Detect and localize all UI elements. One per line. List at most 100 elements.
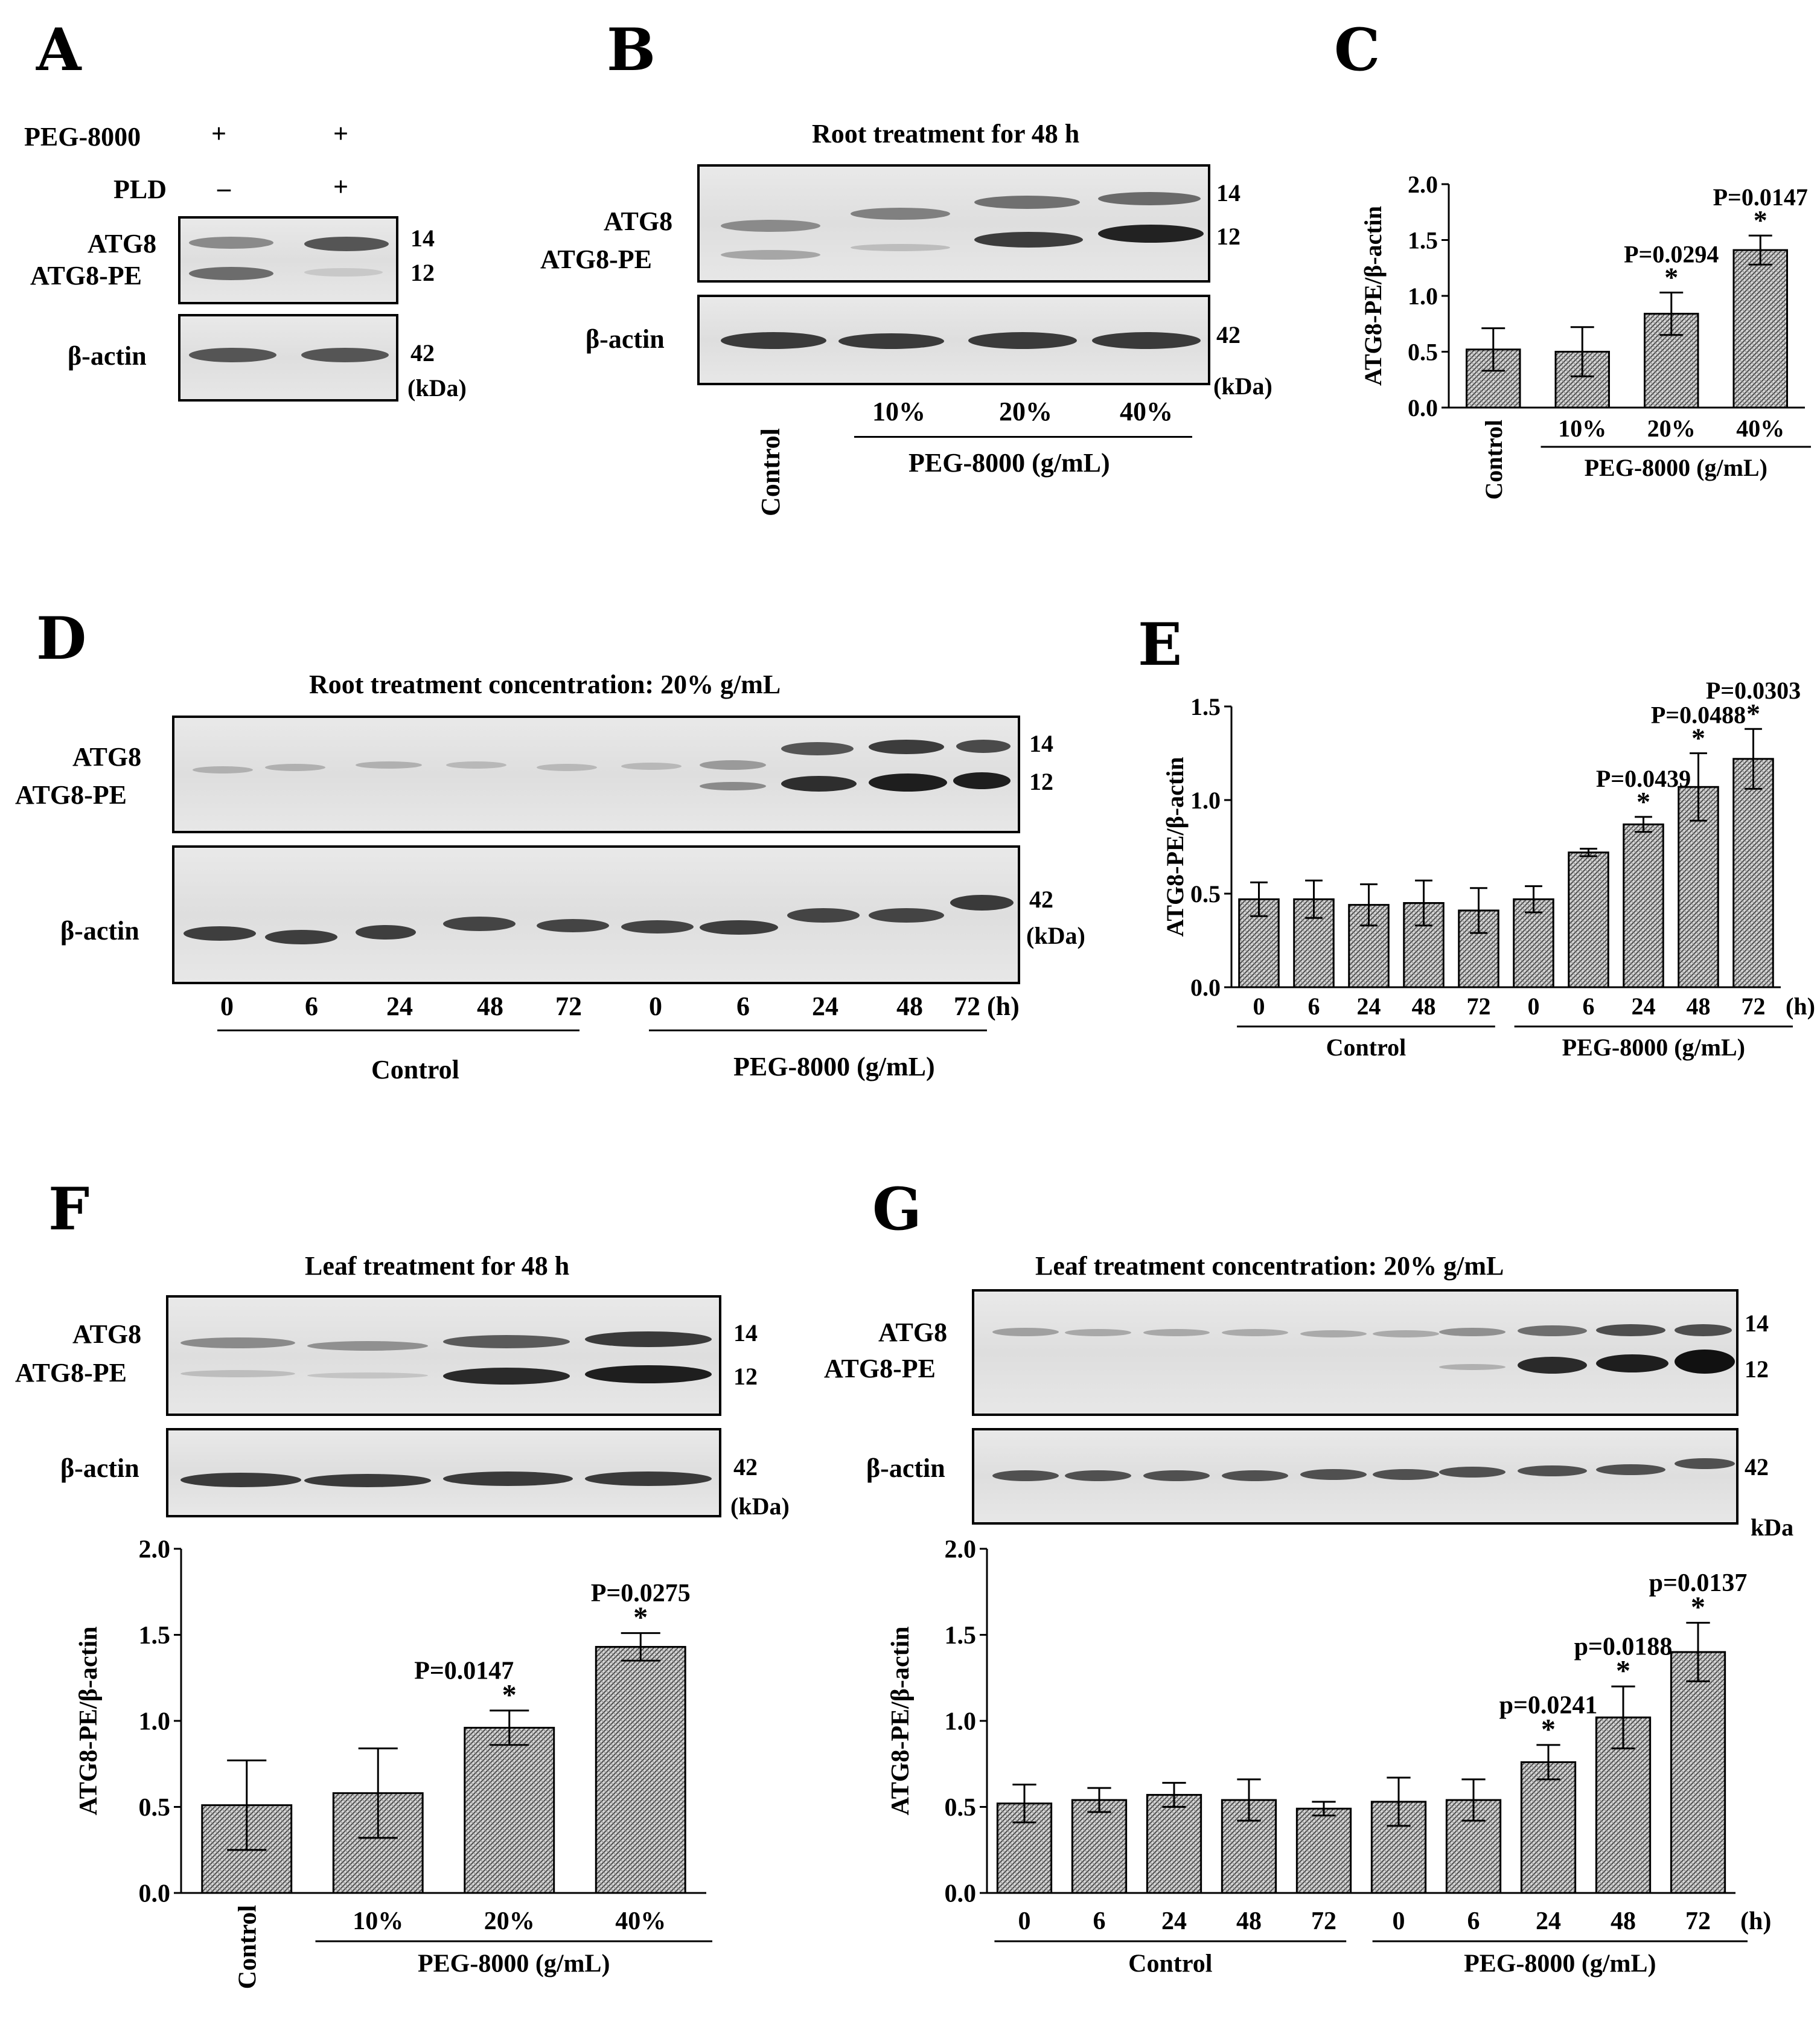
mw-42: 42 (1216, 321, 1240, 348)
x-tick-label: 10% (353, 1907, 403, 1935)
lane-control: Control (756, 428, 785, 516)
lane-48: 48 (477, 991, 503, 1021)
significance-star: * (1541, 1714, 1556, 1746)
lane-24b: 24 (812, 991, 838, 1021)
bar (1071, 1799, 1128, 1894)
lane-72b-h: 72 (h) (954, 991, 1020, 1021)
x-tick-label: 48 (1611, 1907, 1636, 1935)
x-tick-label: 6 (1093, 1907, 1106, 1935)
bar (1466, 348, 1521, 409)
mw-12: 12 (1029, 768, 1053, 795)
x-unit-label: (h) (1740, 1907, 1771, 1935)
panel-label-a: A (36, 16, 81, 84)
lane-6: 6 (305, 991, 318, 1021)
group-label-peg: PEG-8000 (g/mL) (1464, 1950, 1656, 1977)
atg8pe-label: ATG8-PE (15, 780, 127, 810)
x-tick-label: 20% (1647, 415, 1696, 442)
bar (595, 1645, 686, 1894)
x-tick-label: 40% (615, 1907, 666, 1935)
actin-label: β-actin (866, 1453, 945, 1483)
y-tick-label: 0.5 (1408, 339, 1438, 366)
bar (1670, 1651, 1726, 1894)
lane-0: 0 (220, 991, 234, 1021)
p-value-label: P=0.0147 (1713, 184, 1808, 211)
y-tick-label: 2.0 (945, 1536, 977, 1564)
mw-14: 14 (1745, 1310, 1769, 1337)
bar (1623, 823, 1664, 988)
group-peg: PEG-8000 (g/mL) (733, 1052, 935, 1081)
lane-24: 24 (386, 991, 413, 1021)
bar (1732, 758, 1774, 988)
group-underline-peg (649, 1030, 987, 1031)
group-label: PEG-8000 (g/mL) (908, 448, 1110, 478)
group-label-control: Control (1128, 1950, 1212, 1977)
mw-12: 12 (410, 259, 435, 286)
peg-sign-1: + (211, 119, 227, 149)
group-underline (854, 436, 1192, 438)
bar (1732, 249, 1788, 409)
chart-c: 0.0 0.5 1.0 1.5 2.0 ATG8-PE/β-actin Control 10%… (1359, 171, 1811, 500)
mw-kda: (kDa) (730, 1493, 790, 1520)
x-tick-label: 72 (1742, 993, 1766, 1020)
y-tick-label: 0.0 (945, 1880, 977, 1908)
chart-g: 0.0 0.5 1.0 1.5 2.0 ATG8-PE/β-actin 0 6 24 48 72 0 6… (887, 1536, 1771, 1978)
actin-label: β-actin (586, 324, 665, 354)
blot-b-actin (697, 295, 1210, 385)
x-tick-label: Control (234, 1905, 261, 1989)
y-axis-label: ATG8-PE/β-actin (1359, 206, 1387, 386)
panel-label-d: D (36, 604, 87, 673)
pld-sign-2: + (333, 172, 349, 202)
mw-kda: (kDa) (1213, 373, 1272, 400)
atg8pe-label: ATG8-PE (15, 1358, 127, 1388)
atg8pe-label: ATG8-PE (824, 1354, 936, 1383)
lane-48b: 48 (896, 991, 923, 1021)
y-tick-label: 0.0 (1408, 394, 1438, 421)
panel-label-e: E (1138, 610, 1183, 679)
y-tick-label: 0.5 (945, 1794, 977, 1822)
mw-kda: (kDa) (407, 374, 467, 402)
x-tick-label: 24 (1357, 993, 1381, 1020)
blot-b-atg8 (697, 164, 1210, 283)
mw-42: 42 (733, 1453, 758, 1481)
mw-kda: (kDa) (1026, 922, 1085, 949)
significance-star: * (1616, 1655, 1630, 1687)
x-tick-label: 24 (1536, 1907, 1561, 1935)
y-tick-label: 1.5 (945, 1622, 977, 1650)
mw-42: 42 (410, 339, 435, 367)
mw-14: 14 (1216, 179, 1240, 207)
mw-14: 14 (1029, 730, 1053, 757)
atg8-label: ATG8 (604, 207, 673, 236)
y-axis-label: ATG8-PE/β-actin (75, 1627, 103, 1816)
group-underline-control (217, 1030, 580, 1031)
bar (1295, 1807, 1352, 1894)
significance-star: * (1636, 786, 1650, 817)
y-tick-label: 2.0 (1408, 171, 1438, 198)
p-value-label: p=0.0137 (1649, 1569, 1748, 1597)
chart-f: 0.0 0.5 1.0 1.5 2.0 ATG8-PE/β-actin Control 10%… (75, 1536, 712, 1989)
bar (1568, 851, 1609, 988)
p-value-label: p=0.0241 (1499, 1691, 1598, 1719)
mw-42: 42 (1745, 1453, 1769, 1481)
lane-0b: 0 (649, 991, 662, 1021)
x-tick-label: 72 (1311, 1907, 1336, 1935)
p-value-label: P=0.0147 (414, 1657, 514, 1685)
x-tick-label: 48 (1412, 993, 1436, 1020)
lane-40: 40% (1120, 397, 1173, 426)
x-tick-label: 72 (1467, 993, 1491, 1020)
x-tick-label: 48 (1236, 1907, 1262, 1935)
p-value-label: P=0.0303 (1706, 677, 1801, 704)
bar (1520, 1761, 1577, 1894)
x-tick-label: 72 (1685, 1907, 1711, 1935)
p-value-label: P=0.0439 (1596, 765, 1691, 792)
blot-f-atg8 (166, 1295, 721, 1416)
p-value-label: P=0.0294 (1624, 240, 1719, 267)
pld-sign-1: – (217, 173, 231, 203)
y-tick-label: 0.5 (1190, 880, 1221, 908)
p-value-label: P=0.0488 (1651, 702, 1746, 729)
group-label-peg: PEG-8000 (g/mL) (1562, 1034, 1745, 1061)
significance-star: * (1754, 205, 1767, 235)
blot-d-atg8 (172, 716, 1020, 833)
panel-label-g: G (872, 1175, 922, 1243)
significance-star: * (1691, 1592, 1705, 1624)
